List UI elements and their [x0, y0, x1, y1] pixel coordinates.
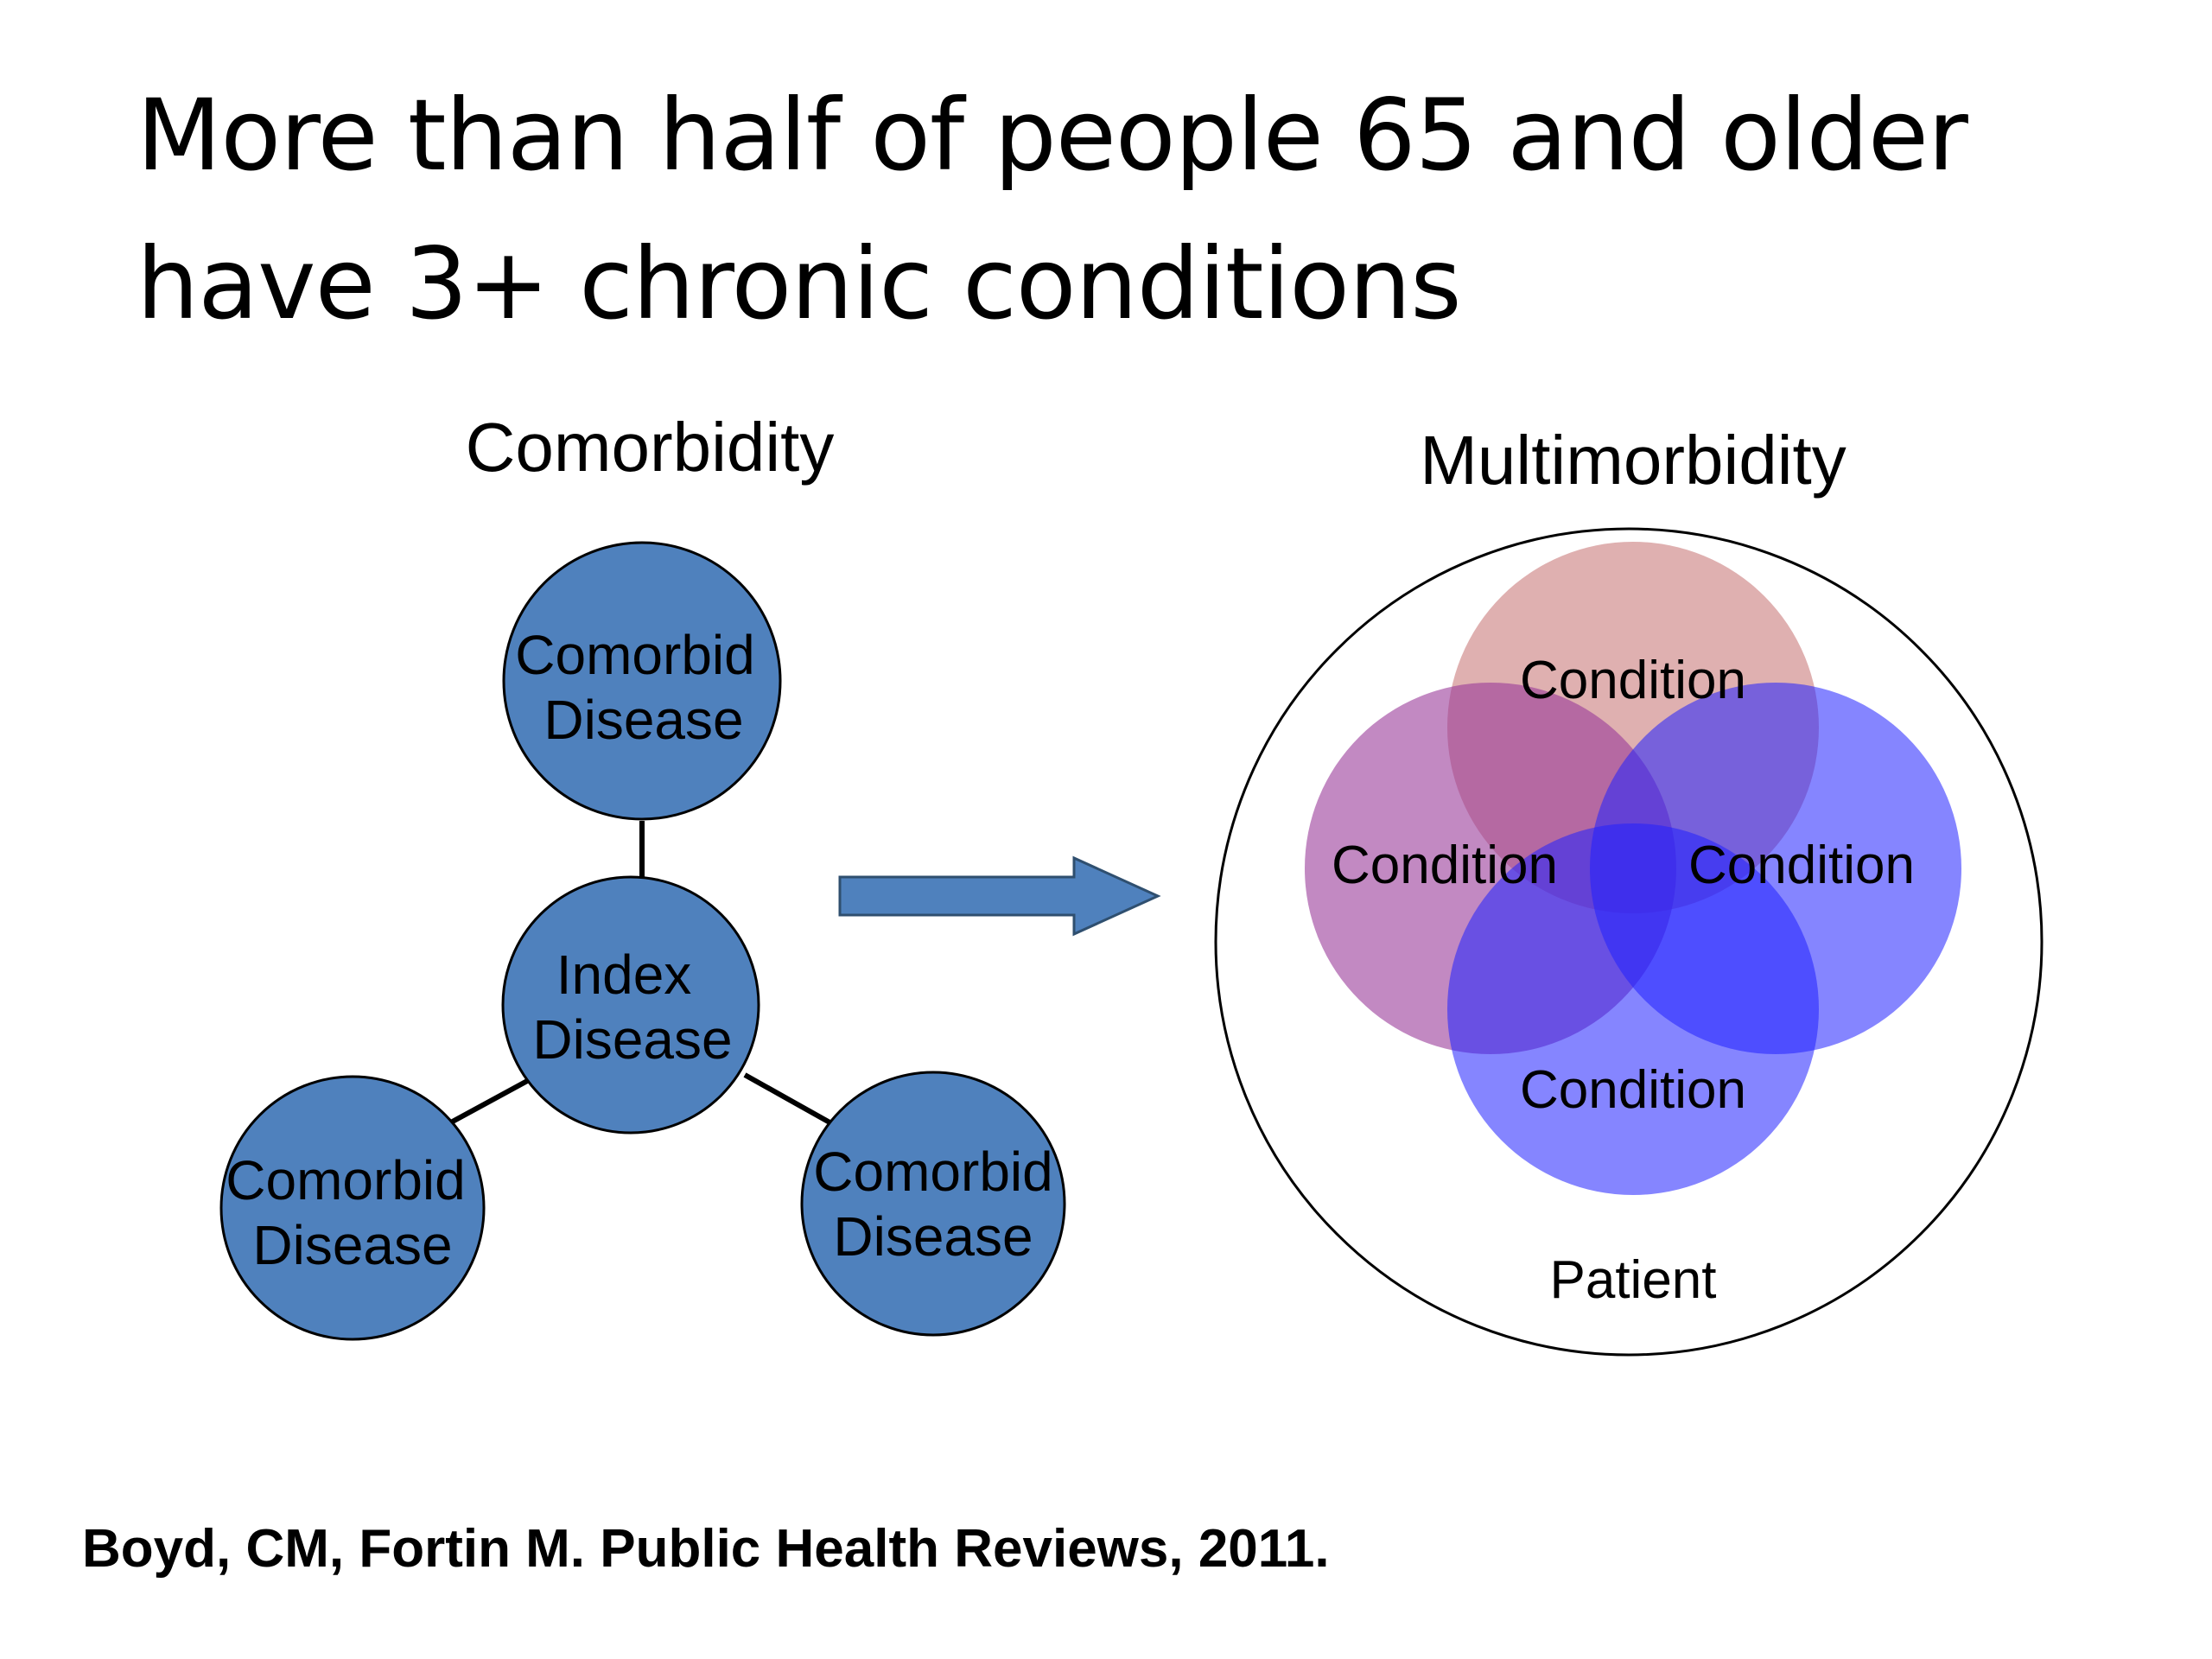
index-disease-node: Index Disease	[501, 875, 760, 1135]
node-label-line-1: Comorbid	[813, 1141, 1052, 1203]
node-circle	[800, 1071, 1066, 1337]
node-circle	[501, 875, 760, 1135]
condition-label-left: Condition	[1332, 836, 1558, 895]
node-circle	[502, 541, 782, 821]
comorbid-disease-node-right: Comorbid Disease	[800, 1071, 1066, 1337]
patient-circle	[1214, 527, 2044, 1357]
condition-circle-bottom	[1447, 823, 1819, 1195]
comorbidity-heading: Comorbidity	[466, 409, 835, 486]
right-arrow-icon	[838, 855, 1161, 937]
patient-label: Patient	[1549, 1250, 1716, 1310]
node-label-line-1: Index	[556, 944, 692, 1006]
condition-label-bottom: Condition	[1520, 1060, 1746, 1120]
connector-line-left	[448, 1077, 531, 1126]
multimorbidity-heading: Multimorbidity	[1420, 422, 1846, 499]
comorbid-disease-node-left: Comorbid Disease	[219, 1075, 486, 1341]
comorbid-disease-node-top: Comorbid Disease	[502, 541, 782, 821]
node-circle	[219, 1075, 486, 1341]
citation: Boyd, CM, Fortin M. Public Health Review…	[82, 1519, 1330, 1579]
slide-title-line-1: More than half of people 65 and older	[137, 78, 1968, 193]
node-label-line-2: Disease	[833, 1205, 1033, 1268]
node-label-line-1: Comorbid	[515, 624, 754, 686]
node-label-line-2: Disease	[543, 689, 743, 751]
node-label-line-2: Disease	[532, 1008, 732, 1071]
slide-title-line-2: have 3+ chronic conditions	[137, 226, 1462, 341]
node-label-line-1: Comorbid	[226, 1149, 465, 1211]
node-label-line-2: Disease	[252, 1214, 452, 1276]
comorbidity-diagram: Comorbidity Comorbid Disease Index Disea…	[219, 409, 1066, 1341]
connector-line-right	[743, 1072, 833, 1126]
condition-label-top: Condition	[1520, 651, 1746, 710]
condition-label-right: Condition	[1688, 836, 1915, 895]
multimorbidity-diagram: Multimorbidity Condition Condition Condi…	[1214, 422, 2044, 1357]
